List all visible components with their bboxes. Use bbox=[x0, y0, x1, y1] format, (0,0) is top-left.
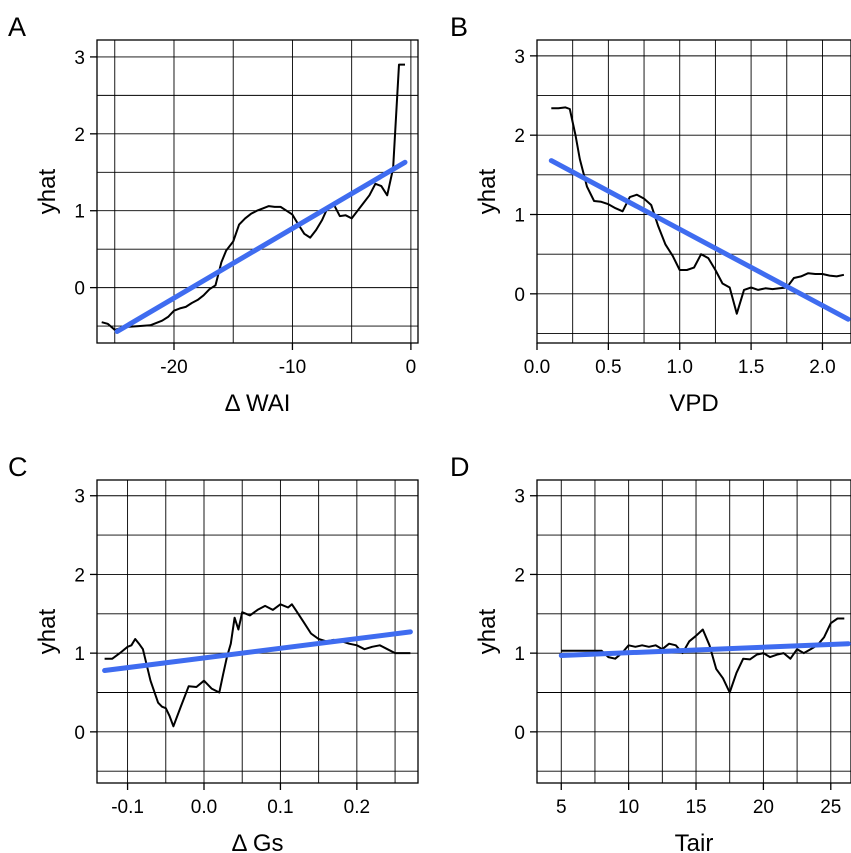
y-tick-label: 1 bbox=[74, 644, 85, 665]
y-tick-label: 3 bbox=[514, 487, 525, 508]
y-tick-label: 1 bbox=[74, 202, 85, 223]
chart-panel-d: D 0 1 2 3 5 10 15 20 25 Tair yhat bbox=[450, 452, 851, 853]
x-tick-label: 0.1 bbox=[267, 797, 293, 818]
x-tick-label: -20 bbox=[160, 357, 187, 378]
x-tick-label: 0.5 bbox=[595, 357, 621, 378]
x-tick-label: -0.1 bbox=[111, 797, 144, 818]
y-tick-label: 2 bbox=[74, 125, 85, 146]
panel-letter: A bbox=[8, 12, 26, 42]
linear-fit-line bbox=[102, 629, 413, 673]
panel-letter: C bbox=[8, 452, 28, 482]
x-tick-label: 0.2 bbox=[344, 797, 370, 818]
x-tick-label: 1.5 bbox=[738, 357, 764, 378]
y-tick-label: 2 bbox=[74, 565, 85, 586]
plot-frame bbox=[536, 479, 851, 784]
x-tick-label: 0.0 bbox=[524, 357, 550, 378]
x-tick-label: 10 bbox=[618, 797, 639, 818]
plot-frame bbox=[536, 39, 851, 344]
y-tick-label: 0 bbox=[74, 279, 85, 300]
x-tick-label: 5 bbox=[556, 797, 567, 818]
y-tick-label: 3 bbox=[74, 487, 85, 508]
x-tick-label: 1.0 bbox=[667, 357, 693, 378]
x-tick-label: 0.0 bbox=[191, 797, 217, 818]
chart-panel-a: A 0 1 2 3 -20 -10 0 Δ WAI yhat bbox=[8, 12, 419, 417]
y-tick-label: 2 bbox=[514, 126, 525, 147]
plot-frame bbox=[96, 479, 419, 784]
partial-dependence-line bbox=[551, 106, 845, 315]
y-axis-title: yhat bbox=[474, 608, 501, 654]
partial-dependence-line bbox=[101, 63, 405, 331]
x-tick-label: 20 bbox=[753, 797, 774, 818]
y-tick-label: 0 bbox=[514, 723, 525, 744]
y-axis-title: yhat bbox=[474, 168, 501, 214]
x-tick-label: 25 bbox=[820, 797, 841, 818]
chart-panel-c: C 0 1 2 3 -0.1 0.0 0.1 0.2 Δ Gs yhat bbox=[8, 452, 419, 853]
y-axis-title: yhat bbox=[34, 168, 61, 214]
x-tick-label: -10 bbox=[279, 357, 306, 378]
partial-dependence-line bbox=[561, 617, 845, 694]
x-axis-title: Δ WAI bbox=[225, 390, 291, 417]
linear-fit-line bbox=[548, 158, 851, 322]
plot-frame bbox=[96, 39, 419, 344]
y-tick-label: 3 bbox=[74, 48, 85, 69]
y-tick-label: 0 bbox=[74, 723, 85, 744]
y-tick-label: 1 bbox=[514, 644, 525, 665]
x-axis-title: Δ Gs bbox=[231, 830, 283, 853]
y-tick-label: 2 bbox=[514, 565, 525, 586]
x-axis-title: VPD bbox=[669, 390, 718, 417]
linear-fit-line bbox=[558, 641, 851, 658]
y-tick-label: 0 bbox=[514, 285, 525, 306]
panel-letter: B bbox=[450, 12, 468, 42]
x-tick-label: 15 bbox=[685, 797, 706, 818]
panel-letter: D bbox=[450, 452, 470, 482]
y-axis-title: yhat bbox=[34, 608, 61, 654]
y-tick-label: 3 bbox=[514, 47, 525, 68]
chart-panel-b: B 0 1 2 3 0.0 0.5 1.0 1.5 2.0 VPD yhat bbox=[450, 12, 851, 417]
x-tick-label: 0 bbox=[406, 357, 417, 378]
x-tick-label: 2.0 bbox=[809, 357, 835, 378]
y-tick-label: 1 bbox=[514, 206, 525, 227]
linear-fit-line bbox=[114, 159, 408, 334]
partial-dependence-line bbox=[104, 603, 411, 728]
x-axis-title: Tair bbox=[675, 830, 714, 853]
